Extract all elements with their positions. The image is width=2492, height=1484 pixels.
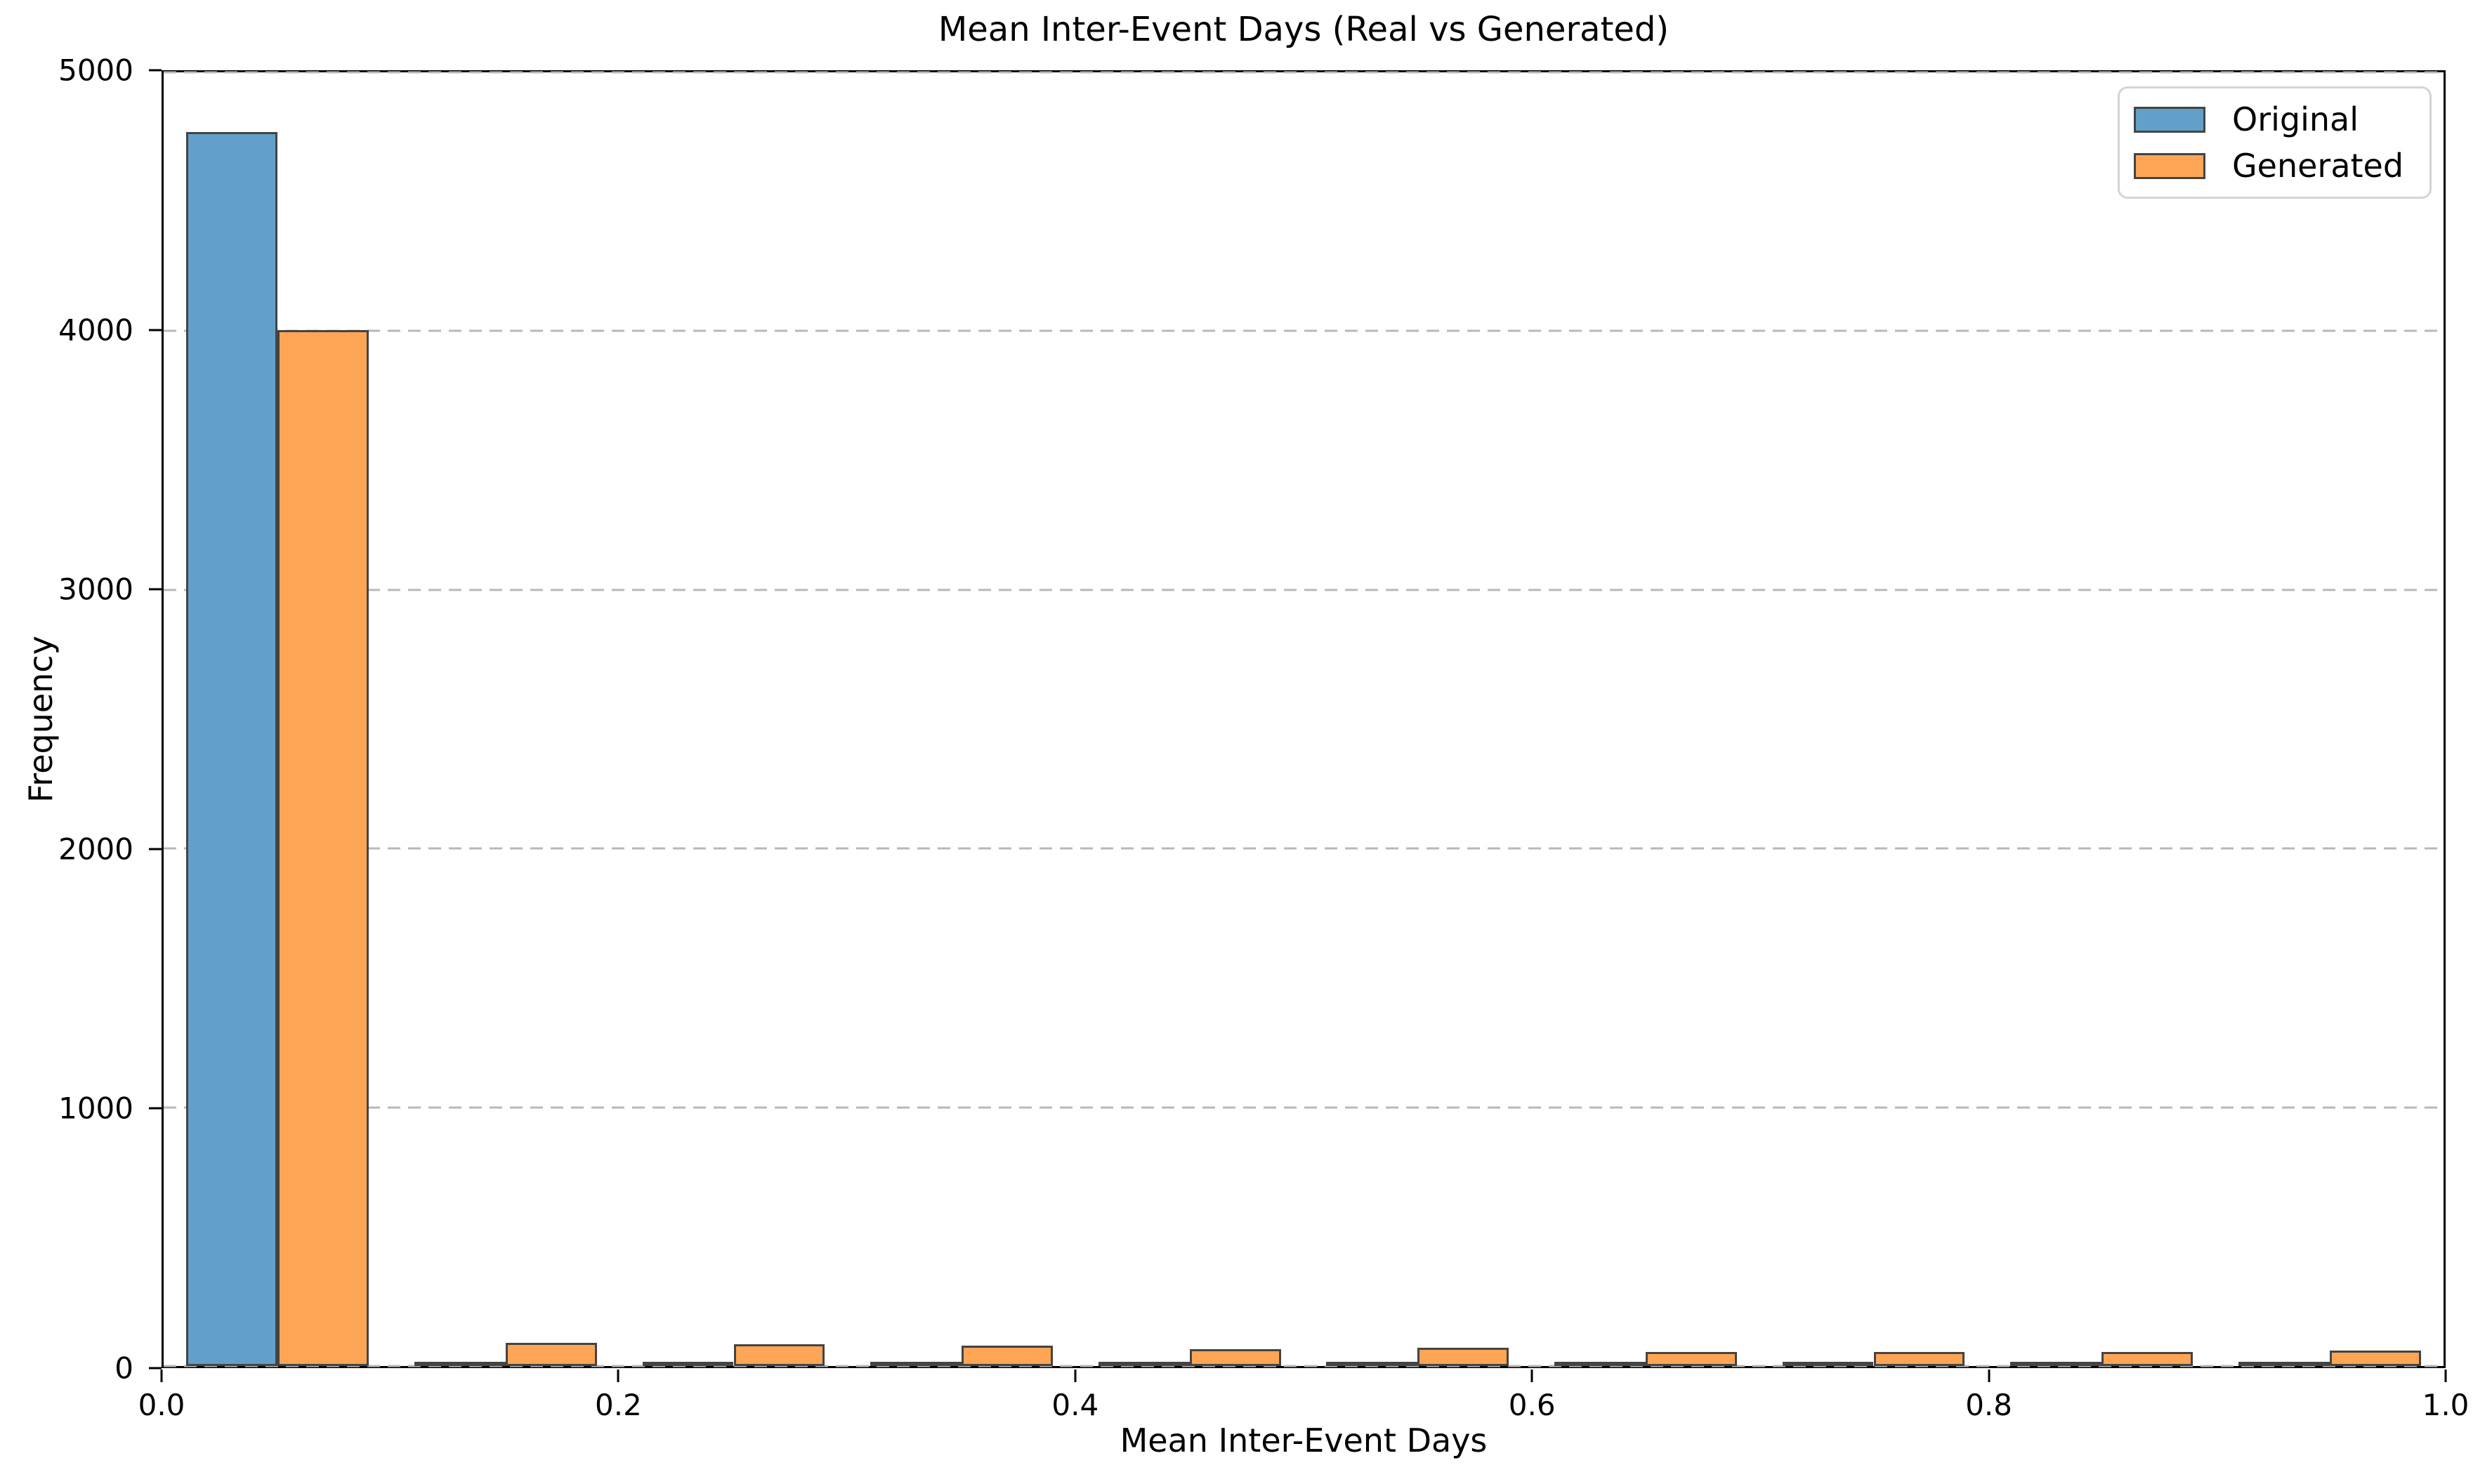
x-tick-label-0.2: 0.2 xyxy=(594,1388,642,1422)
y-tick-label-3000: 3000 xyxy=(58,572,133,607)
histogram-bar-original-bin-5 xyxy=(1098,1362,1190,1366)
histogram-bar-original-bin-2 xyxy=(414,1362,506,1366)
histogram-bar-generated-bin-9 xyxy=(2101,1351,2193,1366)
y-tick-mark-4000 xyxy=(149,329,162,331)
histogram-bar-original-bin-9 xyxy=(2010,1362,2102,1366)
legend: Original Generated xyxy=(2118,86,2432,199)
y-axis-label: Frequency xyxy=(22,636,60,803)
gridline-y-1000 xyxy=(164,1106,2444,1109)
y-tick-label-2000: 2000 xyxy=(58,832,133,867)
y-tick-label-4000: 4000 xyxy=(58,313,133,348)
y-tick-label-0: 0 xyxy=(114,1351,133,1386)
histogram-bar-original-bin-8 xyxy=(1782,1362,1874,1366)
histogram-bar-original-bin-4 xyxy=(870,1362,962,1366)
y-tick-label-1000: 1000 xyxy=(58,1091,133,1126)
x-axis: 0.0 0.2 0.4 0.6 0.8 1.0 xyxy=(138,1368,2469,1445)
y-axis: 0 1000 2000 3000 4000 5000 xyxy=(0,53,162,1386)
x-tick-label-1.0: 1.0 xyxy=(2422,1388,2470,1422)
histogram-bar-generated-bin-7 xyxy=(1645,1351,1737,1366)
chart-title: Mean Inter-Event Days (Real vs Generated… xyxy=(938,10,1670,49)
y-tick-mark-0 xyxy=(149,1367,162,1370)
x-tick-mark-0.6 xyxy=(1530,1370,1533,1382)
x-tick-mark-1.0 xyxy=(2444,1370,2447,1382)
x-tick-label-0.8: 0.8 xyxy=(1965,1388,2012,1422)
gridline-y-4000 xyxy=(164,329,2444,332)
y-tick-mark-1000 xyxy=(149,1107,162,1110)
legend-swatch-original xyxy=(2134,106,2205,133)
histogram-bar-generated-bin-5 xyxy=(1189,1349,1281,1366)
legend-label-original: Original xyxy=(2232,100,2359,138)
y-tick-mark-3000 xyxy=(149,588,162,591)
histogram-bar-generated-bin-6 xyxy=(1417,1348,1509,1366)
x-axis-label: Mean Inter-Event Days xyxy=(1120,1421,1488,1459)
gridline-y-0 xyxy=(164,1365,2444,1367)
gridline-y-5000 xyxy=(164,71,2444,74)
histogram-bar-generated-bin-8 xyxy=(1873,1351,1965,1366)
histogram-bar-generated-bin-3 xyxy=(733,1344,825,1366)
x-tick-label-0.6: 0.6 xyxy=(1508,1388,1556,1422)
y-tick-label-5000: 5000 xyxy=(58,53,133,88)
x-tick-label-0.4: 0.4 xyxy=(1051,1388,1099,1422)
plot-area xyxy=(162,70,2446,1368)
histogram-bar-original-bin-6 xyxy=(1326,1362,1418,1366)
legend-label-generated: Generated xyxy=(2232,147,2404,185)
x-tick-label-0.0: 0.0 xyxy=(138,1388,185,1422)
x-tick-mark-0.4 xyxy=(1074,1370,1077,1382)
histogram-bar-generated-bin-1 xyxy=(277,329,369,1366)
x-tick-mark-0.8 xyxy=(1988,1370,1991,1382)
x-tick-mark-0.0 xyxy=(160,1370,163,1382)
histogram-bar-generated-bin-2 xyxy=(505,1342,597,1366)
y-tick-mark-2000 xyxy=(149,848,162,851)
y-tick-mark-5000 xyxy=(149,69,162,72)
histogram-bar-original-bin-3 xyxy=(642,1362,734,1366)
histogram-bar-original-bin-1 xyxy=(186,131,278,1366)
legend-swatch-generated xyxy=(2134,152,2205,179)
legend-entry-generated: Generated xyxy=(2120,147,2429,184)
histogram-bar-original-bin-10 xyxy=(2238,1362,2330,1366)
histogram-bar-generated-bin-4 xyxy=(962,1345,1053,1366)
x-tick-mark-0.2 xyxy=(617,1370,619,1382)
histogram-bar-original-bin-7 xyxy=(1554,1362,1646,1366)
histogram-bar-generated-bin-10 xyxy=(2329,1350,2421,1366)
legend-entry-original: Original xyxy=(2120,101,2429,138)
gridline-y-2000 xyxy=(164,847,2444,850)
gridline-y-3000 xyxy=(164,589,2444,591)
